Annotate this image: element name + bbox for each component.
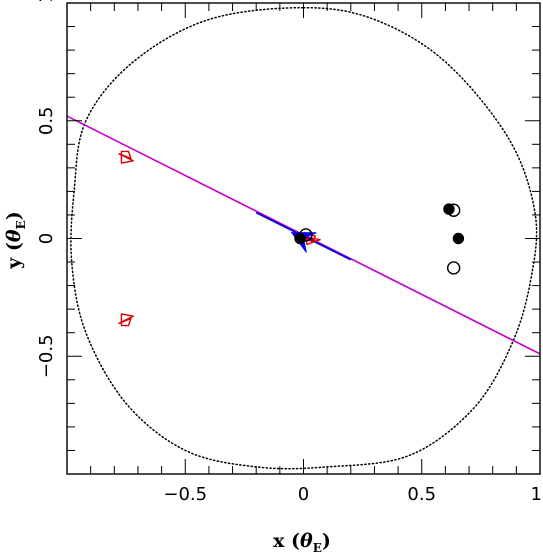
y-tick-label-0: −0.5 — [36, 334, 57, 378]
x-axis-label: x (θE) — [273, 530, 331, 555]
caustic-0 — [118, 150, 134, 164]
tick-layer: −0.5 0 0.5 1 −0.5 0 0.5 1 — [36, 0, 542, 505]
x-tick-label-3: 1 — [531, 484, 542, 505]
caustic-1 — [118, 313, 134, 327]
y-tick-label-1: 0 — [36, 233, 57, 244]
y-tick-label-3: 1 — [36, 0, 57, 3]
x-tick-label-1: 0 — [298, 484, 309, 505]
y-axis-label-main: y — [3, 257, 25, 270]
y-axis-label-theta: θ — [3, 229, 25, 242]
y-tick-label-2: 0.5 — [36, 106, 57, 135]
filled-image-point-2 — [452, 232, 465, 245]
x-axis-label-main: x — [273, 530, 285, 552]
plot-layer — [67, 6, 540, 470]
open-image-point-2 — [446, 261, 461, 275]
x-axis-label-sub: E — [313, 541, 322, 555]
y-axis-label-sub: E — [14, 220, 28, 229]
critical-curve — [70, 6, 538, 470]
open-image-point-0 — [299, 228, 313, 242]
y-axis-label: y (θE) — [3, 211, 28, 270]
open-image-point-1 — [446, 203, 461, 217]
x-axis-label-theta: θ — [300, 530, 313, 552]
x-tick-label-2: 0.5 — [407, 484, 436, 505]
x-tick-label-0: −0.5 — [163, 484, 207, 505]
